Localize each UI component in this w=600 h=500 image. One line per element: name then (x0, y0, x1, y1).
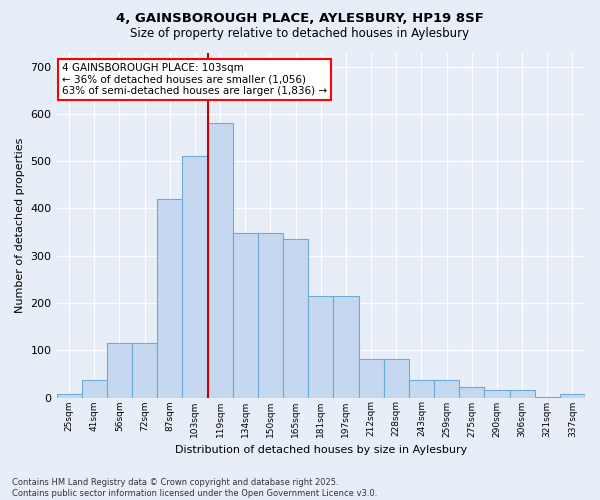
Bar (409, 380, 434, 398)
Bar (484, 390, 509, 398)
Text: 4 GAINSBOROUGH PLACE: 103sqm
← 36% of detached houses are smaller (1,056)
63% of: 4 GAINSBOROUGH PLACE: 103sqm ← 36% of de… (62, 63, 327, 96)
Text: Size of property relative to detached houses in Aylesbury: Size of property relative to detached ho… (130, 28, 470, 40)
Bar (334, 296, 359, 398)
Bar (107, 343, 132, 398)
Bar (509, 390, 535, 398)
Bar (82, 380, 107, 398)
Bar (459, 387, 484, 398)
Bar (258, 233, 283, 398)
Bar (233, 233, 258, 398)
Bar (535, 396, 560, 398)
Text: Contains HM Land Registry data © Crown copyright and database right 2025.
Contai: Contains HM Land Registry data © Crown c… (12, 478, 377, 498)
Y-axis label: Number of detached properties: Number of detached properties (15, 138, 25, 312)
Bar (560, 394, 585, 398)
Bar (182, 156, 208, 398)
Bar (383, 359, 409, 398)
Bar (157, 199, 182, 398)
X-axis label: Distribution of detached houses by size in Aylesbury: Distribution of detached houses by size … (175, 445, 467, 455)
Bar (308, 296, 334, 398)
Text: 4, GAINSBOROUGH PLACE, AYLESBURY, HP19 8SF: 4, GAINSBOROUGH PLACE, AYLESBURY, HP19 8… (116, 12, 484, 26)
Bar (208, 124, 233, 398)
Bar (132, 343, 157, 398)
Bar (359, 359, 383, 398)
Bar (56, 394, 82, 398)
Bar (283, 239, 308, 398)
Bar (434, 380, 459, 398)
